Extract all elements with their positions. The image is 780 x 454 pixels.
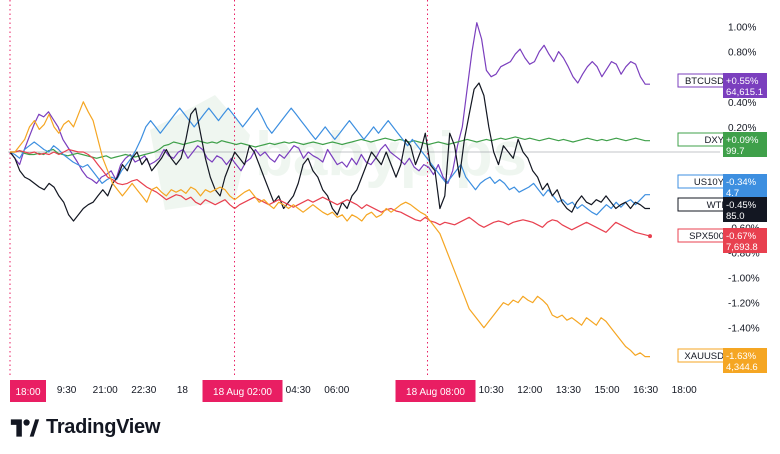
price-label-value-bg (723, 174, 767, 199)
price-label-name: WTI (707, 200, 724, 211)
x-tick-label: 22:30 (131, 385, 156, 396)
y-tick-label: -1.20% (728, 299, 760, 310)
price-label-name: SPX500 (689, 231, 724, 242)
price-label-value-bg (723, 228, 767, 253)
tradingview-logo-text: TradingView (46, 416, 161, 438)
x-highlight-tick: 18 Aug 08:00 (395, 380, 476, 402)
price-label-spx500: SPX500 -0.67%7,693.8 (677, 228, 767, 253)
price-label-price: 4,344.6 (726, 362, 758, 373)
price-label-price: 64,615.1 (726, 87, 763, 98)
y-tick-label: -1.40% (728, 324, 760, 335)
x-axis: 9:30 21:00 22:30 18 04:30 06:00 10:30 12:00 13:3… (10, 380, 697, 402)
price-label-us10y: US10Y -0.34%4.7 (677, 174, 767, 199)
price-label-change: -1.63% (726, 351, 757, 362)
tradingview-logo-icon (10, 418, 40, 437)
babypips-watermark: babypips (150, 95, 527, 210)
price-label-change: +0.09% (726, 135, 759, 146)
grid (8, 0, 720, 378)
y-tick-label: -0.80% (728, 248, 760, 259)
series-line-wti (9, 82, 650, 222)
price-label-price: 4.7 (726, 188, 739, 199)
x-tick-label: 9:30 (57, 385, 77, 396)
price-label-wti: WTI -0.45%85.0 (677, 197, 767, 222)
x-tick-label: 13:30 (556, 385, 581, 396)
tradingview-logo[interactable]: TradingView (10, 416, 160, 439)
x-tick-label: 10:30 (479, 385, 504, 396)
price-label-price: 7,693.8 (726, 242, 758, 253)
price-label-value-bg (723, 132, 767, 157)
series-line-dxy (10, 136, 650, 159)
price-label-change: -0.67% (726, 231, 757, 242)
price-label-name: DXY (704, 135, 724, 146)
price-label-change: +0.55% (726, 76, 759, 87)
y-tick-label: 0.40% (728, 98, 756, 109)
price-label-price: 85.0 (726, 211, 745, 222)
x-highlight-label: 18 Aug 08:00 (406, 387, 465, 398)
price-label-change: -0.45% (726, 200, 757, 211)
price-label-value-bg (723, 73, 767, 98)
price-label-btcusd: BTCUSD +0.55%64,615.1 (677, 73, 767, 98)
price-label-price: 99.7 (726, 146, 745, 157)
price-label-name: US10Y (694, 177, 725, 188)
x-tick-label: 06:00 (324, 385, 349, 396)
price-label-dxy: DXY +0.09%99.7 (677, 132, 767, 157)
x-tick-label: 16:30 (633, 385, 658, 396)
x-highlight-tick: 18 Aug 02:00 (202, 380, 283, 402)
watermark-mark (150, 95, 250, 210)
x-highlight-bg (395, 380, 476, 402)
x-highlight-label: 18:00 (15, 387, 40, 398)
x-highlight-label: 18 Aug 02:00 (213, 387, 272, 398)
series-line-btcusd (9, 22, 650, 184)
x-tick-label: 21:00 (93, 385, 118, 396)
x-tick-label: 18 (177, 385, 189, 396)
series-line-spx500 (10, 148, 651, 237)
x-tick-label: 18:00 (672, 385, 697, 396)
y-tick-label: 0.20% (728, 123, 756, 134)
y-tick-label: 0.80% (728, 48, 756, 59)
y-tick-label: -1.00% (728, 274, 760, 285)
spx500-last-dot (648, 234, 652, 239)
price-label-xauusd: XAUUSD -1.63%4,344.6 (677, 348, 767, 373)
watermark-text: babypips (255, 120, 527, 189)
series-line-xauusd (10, 101, 650, 358)
x-tick-label: 12:00 (517, 385, 542, 396)
x-highlight-bg (202, 380, 283, 402)
price-label-value-bg (723, 348, 767, 373)
x-highlight-bg (10, 380, 46, 402)
series-line-us10y (9, 107, 650, 216)
x-tick-label: 15:00 (594, 385, 619, 396)
x-highlight-tick: 18:00 (10, 380, 46, 402)
series-layer (9, 22, 652, 358)
price-label-change: -0.34% (726, 177, 757, 188)
price-label-name: BTCUSD (685, 76, 724, 87)
price-label-name: XAUUSD (684, 351, 724, 362)
x-tick-label: 04:30 (286, 385, 311, 396)
y-tick-label: 1.00% (728, 23, 756, 34)
price-label-value-bg (723, 197, 767, 222)
